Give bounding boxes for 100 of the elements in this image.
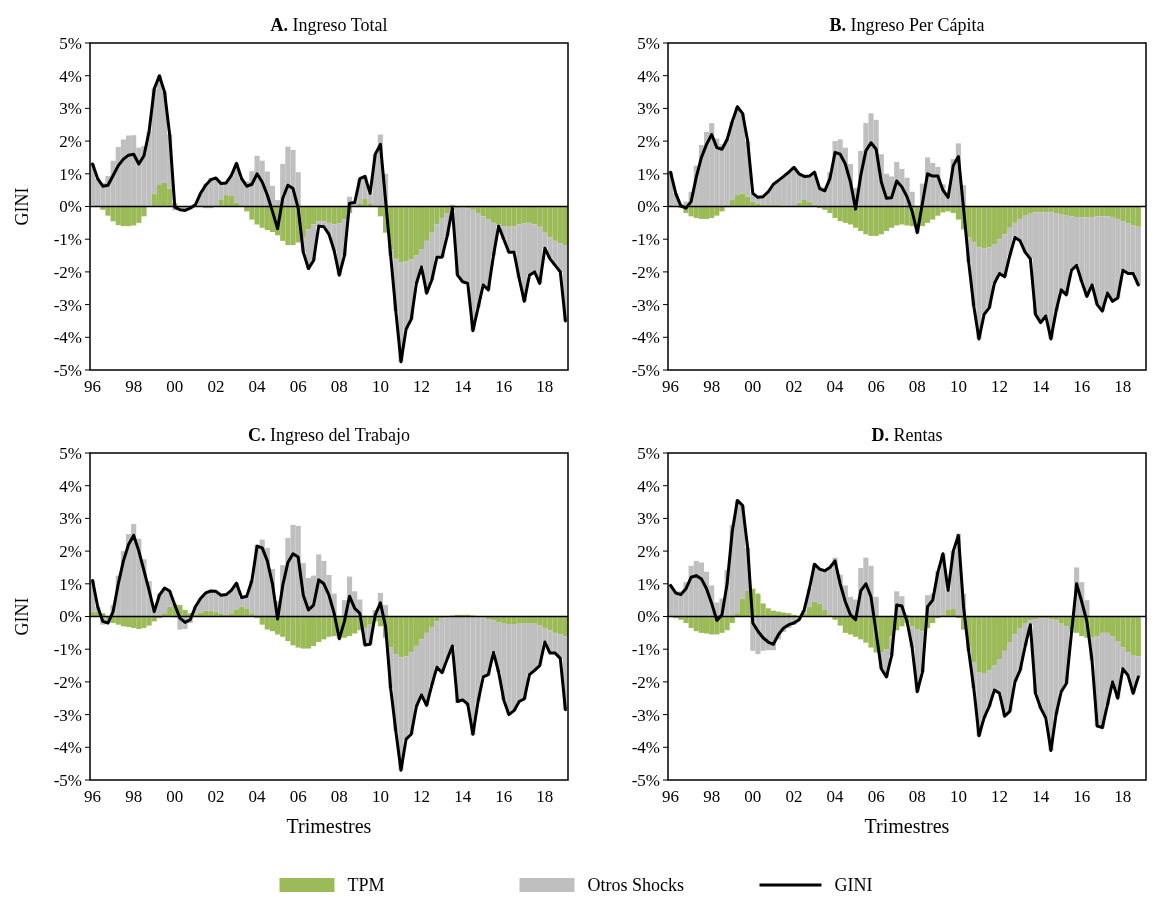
y-tick-label: -2% bbox=[53, 262, 82, 282]
y-tick-label: 3% bbox=[59, 509, 82, 529]
y-tick-label: 1% bbox=[637, 574, 660, 594]
y-tick-label: -1% bbox=[631, 230, 660, 250]
x-tick-label: 16 bbox=[495, 377, 513, 396]
y-tick-label: -5% bbox=[53, 770, 82, 790]
x-tick-label: 08 bbox=[330, 377, 348, 396]
y-tick-label: -3% bbox=[53, 705, 82, 725]
y-tick-label: -5% bbox=[631, 360, 660, 380]
x-tick-label: 04 bbox=[826, 787, 845, 806]
x-tick-label: 16 bbox=[1073, 377, 1091, 396]
x-tick-label: 18 bbox=[536, 377, 554, 396]
y-tick-label: -1% bbox=[53, 230, 82, 250]
y-tick-label: -2% bbox=[631, 262, 660, 282]
legend-label: Otros Shocks bbox=[587, 875, 685, 896]
x-tick-label: 18 bbox=[1114, 787, 1132, 806]
y-tick-label: 2% bbox=[59, 542, 82, 562]
y-tick-label: 1% bbox=[59, 164, 82, 184]
x-tick-label: 96 bbox=[662, 787, 680, 806]
x-tick-label: 10 bbox=[949, 787, 967, 806]
chart-title: C. Ingreso del Trabajo bbox=[248, 425, 410, 445]
y-tick-label: 4% bbox=[637, 66, 660, 86]
y-tick-label: 2% bbox=[637, 132, 660, 152]
x-tick-label: 06 bbox=[867, 377, 885, 396]
x-tick-label: 04 bbox=[248, 787, 267, 806]
y-axis-title: GINI bbox=[12, 187, 32, 226]
x-tick-label: 14 bbox=[454, 377, 472, 396]
x-tick-label: 98 bbox=[703, 787, 721, 806]
x-tick-label: 98 bbox=[125, 787, 143, 806]
y-tick-label: -3% bbox=[53, 295, 82, 315]
y-tick-label: 3% bbox=[637, 509, 660, 529]
x-tick-label: 08 bbox=[330, 787, 348, 806]
x-tick-label: 02 bbox=[785, 787, 803, 806]
x-tick-label: 18 bbox=[536, 787, 554, 806]
y-tick-label: 4% bbox=[59, 476, 82, 496]
x-tick-label: 06 bbox=[867, 787, 885, 806]
x-axis-title: Trimestres bbox=[286, 815, 372, 837]
y-tick-label: -3% bbox=[631, 705, 660, 725]
x-tick-label: 16 bbox=[1073, 787, 1091, 806]
x-tick-label: 14 bbox=[1032, 377, 1050, 396]
legend-label: GINI bbox=[834, 875, 873, 896]
x-tick-label: 00 bbox=[166, 787, 184, 806]
y-tick-label: 2% bbox=[637, 542, 660, 562]
y-tick-label: 5% bbox=[637, 443, 660, 463]
y-tick-label: -5% bbox=[53, 360, 82, 380]
x-tick-label: 02 bbox=[207, 377, 225, 396]
x-tick-label: 02 bbox=[785, 377, 803, 396]
y-tick-label: -1% bbox=[53, 640, 82, 660]
x-tick-label: 04 bbox=[826, 377, 845, 396]
x-tick-label: 16 bbox=[495, 787, 513, 806]
y-tick-label: 1% bbox=[59, 574, 82, 594]
y-tick-label: 5% bbox=[59, 443, 82, 463]
legend-label: TPM bbox=[347, 875, 385, 896]
y-tick-label: -5% bbox=[631, 770, 660, 790]
y-tick-label: -1% bbox=[631, 640, 660, 660]
y-tick-label: 3% bbox=[59, 99, 82, 119]
y-tick-label: -4% bbox=[631, 738, 660, 758]
x-tick-label: 06 bbox=[289, 787, 307, 806]
y-tick-label: -2% bbox=[53, 672, 82, 692]
y-tick-label: 4% bbox=[637, 476, 660, 496]
x-tick-label: 04 bbox=[248, 377, 267, 396]
x-tick-label: 02 bbox=[207, 787, 225, 806]
chart-title: B. Ingreso Per Cápita bbox=[829, 15, 985, 35]
x-tick-label: 00 bbox=[744, 377, 762, 396]
x-tick-label: 00 bbox=[166, 377, 184, 396]
y-tick-label: -4% bbox=[53, 328, 82, 348]
x-tick-label: 96 bbox=[84, 377, 102, 396]
y-tick-label: 4% bbox=[59, 66, 82, 86]
chart-title: A. Ingreso Total bbox=[270, 15, 388, 35]
x-tick-label: 98 bbox=[703, 377, 721, 396]
y-tick-label: 0% bbox=[59, 197, 82, 217]
x-tick-label: 10 bbox=[371, 377, 389, 396]
y-tick-label: 0% bbox=[637, 197, 660, 217]
y-tick-label: 2% bbox=[59, 132, 82, 152]
x-tick-label: 12 bbox=[413, 787, 431, 806]
x-tick-label: 06 bbox=[289, 377, 307, 396]
y-axis-title: GINI bbox=[12, 597, 32, 636]
x-tick-label: 18 bbox=[1114, 377, 1132, 396]
y-tick-label: 1% bbox=[637, 164, 660, 184]
y-tick-label: -3% bbox=[631, 295, 660, 315]
y-tick-label: 5% bbox=[637, 33, 660, 53]
x-tick-label: 08 bbox=[908, 377, 926, 396]
x-tick-label: 14 bbox=[1032, 787, 1050, 806]
y-tick-label: 3% bbox=[637, 99, 660, 119]
x-tick-label: 10 bbox=[371, 787, 389, 806]
x-tick-label: 12 bbox=[413, 377, 431, 396]
y-tick-label: -4% bbox=[631, 328, 660, 348]
x-tick-label: 96 bbox=[662, 377, 680, 396]
y-tick-label: -4% bbox=[53, 738, 82, 758]
x-tick-label: 12 bbox=[991, 787, 1009, 806]
y-tick-label: -2% bbox=[631, 672, 660, 692]
x-axis-title: Trimestres bbox=[864, 815, 950, 837]
x-tick-label: 08 bbox=[908, 787, 926, 806]
x-tick-label: 96 bbox=[84, 787, 102, 806]
x-tick-label: 14 bbox=[454, 787, 472, 806]
y-tick-label: 5% bbox=[59, 33, 82, 53]
x-tick-label: 98 bbox=[125, 377, 143, 396]
chart-title: D. Rentas bbox=[871, 425, 943, 445]
x-tick-label: 12 bbox=[991, 377, 1009, 396]
x-tick-label: 10 bbox=[949, 377, 967, 396]
